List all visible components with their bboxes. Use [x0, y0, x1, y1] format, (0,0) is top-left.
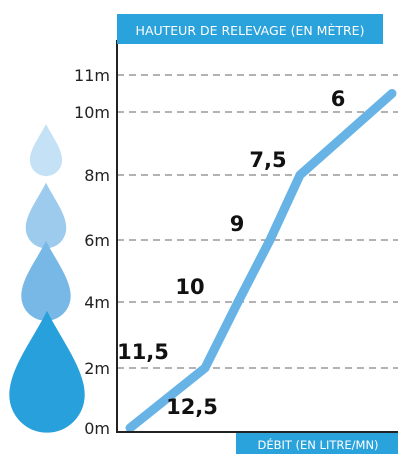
y-tick-label: 0m [84, 419, 110, 438]
chart-title: HAUTEUR DE RELEVAGE (EN MÈTRE) [136, 23, 365, 38]
data-label: 6 [331, 87, 346, 111]
data-labels: 12,5 11,5 10 9 7,5 6 [117, 87, 345, 419]
y-tick-label: 4m [84, 293, 110, 312]
xlabel-background [236, 433, 398, 454]
y-tick-label: 8m [84, 166, 110, 185]
axes [116, 40, 398, 433]
data-label: 11,5 [117, 340, 169, 364]
water-drop-icon [9, 310, 85, 433]
y-tick-label: 2m [84, 359, 110, 378]
water-drop-icon [25, 182, 67, 249]
y-tick-label: 6m [84, 231, 110, 250]
y-tick-labels: 0m 2m 4m 6m 8m 10m 11m [74, 66, 110, 438]
y-tick-label: 10m [74, 103, 110, 122]
x-axis-label: DÉBIT (EN LITRE/MN) [257, 437, 378, 452]
series-line [125, 89, 397, 433]
drop-icons-group [9, 124, 85, 433]
water-drop-icon [21, 240, 71, 321]
gridlines [117, 74, 398, 369]
data-label: 9 [230, 212, 245, 236]
water-drop-icon [29, 124, 63, 177]
y-tick-label: 11m [74, 66, 110, 85]
title-background [117, 14, 383, 44]
title-banner: HAUTEUR DE RELEVAGE (EN MÈTRE) [117, 14, 383, 44]
xlabel-banner: DÉBIT (EN LITRE/MN) [236, 433, 398, 454]
data-label: 10 [175, 275, 204, 299]
data-label: 12,5 [166, 395, 218, 419]
data-label: 7,5 [249, 148, 286, 172]
series-line-group [125, 89, 397, 433]
